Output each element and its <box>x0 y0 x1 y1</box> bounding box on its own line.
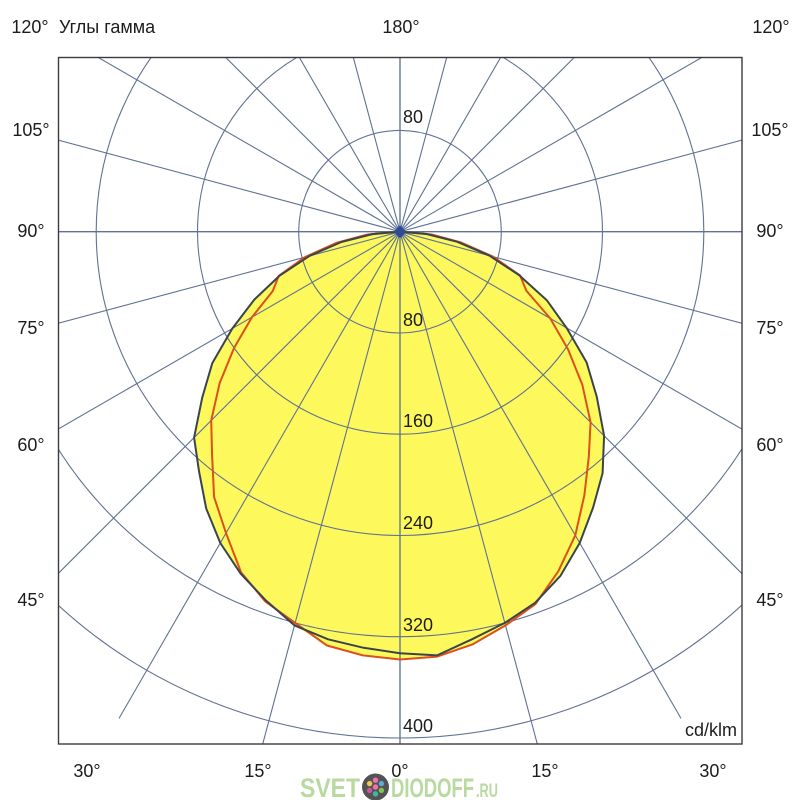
radial-line-330 <box>118 231 401 719</box>
gamma-angle-label-right: 75° <box>756 318 783 338</box>
corner-angle-label-right: 120° <box>752 17 789 37</box>
gamma-angle-label-left: 75° <box>17 318 44 338</box>
led-dot <box>372 791 379 797</box>
intensity-lobe-fill <box>194 231 605 660</box>
gamma-angle-label-left: 45° <box>17 590 44 610</box>
radial-line-300 <box>58 231 401 430</box>
gamma-angle-label-bottom: 15° <box>244 761 271 781</box>
pole-marker <box>393 225 407 239</box>
radial-line-150 <box>399 57 502 232</box>
led-dot <box>378 787 385 794</box>
led-dot <box>366 787 373 794</box>
radial-line-255 <box>58 139 401 233</box>
plot-border <box>57 56 743 745</box>
axis-labels: 105° 105° 90° 90° 75° 75° 60° 60° 45° 45° 30° 15° 0°… <box>12 107 788 781</box>
radial-line-315 <box>58 231 401 574</box>
gamma-angle-label-right: 60° <box>756 435 783 455</box>
led-dot <box>366 780 373 787</box>
watermark-text-3: .RU <box>476 781 498 800</box>
curve-c0-c180 <box>193 230 606 657</box>
ring-value-label: 80 <box>403 310 423 330</box>
radial-line-240 <box>97 57 401 233</box>
watermark-text-1: SVET <box>300 773 360 800</box>
radial-line-225 <box>225 57 401 233</box>
led-dot <box>372 784 379 790</box>
gamma-angle-label-right: 105° <box>751 120 788 140</box>
radial-line-45 <box>399 231 742 575</box>
radial-line-135 <box>399 57 575 233</box>
watermark-text-2: DIODOFF <box>391 773 474 800</box>
top-angle-label: 180° <box>382 17 419 37</box>
gamma-angle-label-left: 60° <box>17 435 44 455</box>
ring-value-label: 400 <box>403 716 433 736</box>
radial-line-105 <box>399 139 742 233</box>
gamma-angle-label-left: 90° <box>17 221 44 241</box>
radial-line-60 <box>399 231 742 430</box>
radial-line-195 <box>352 57 401 232</box>
chart-title: Углы гамма <box>59 17 156 37</box>
radial-line-165 <box>399 57 448 232</box>
unit-label: cd/klm <box>685 720 737 740</box>
radial-line-120 <box>399 57 703 233</box>
ring-value-label: 160 <box>403 411 433 431</box>
led-dot <box>372 777 379 783</box>
gamma-angle-label-bottom: 30° <box>73 761 100 781</box>
gamma-angle-label-bottom: 30° <box>699 761 726 781</box>
radial-line-345 <box>262 231 401 744</box>
gamma-angle-label-right: 45° <box>756 590 783 610</box>
lobe-fill <box>194 231 605 660</box>
gamma-angle-label-right: 90° <box>756 221 783 241</box>
radial-line-30 <box>399 231 682 719</box>
ring-value-label: 80 <box>403 107 423 127</box>
intensity-curves <box>193 230 606 661</box>
corner-angle-label-left: 120° <box>11 17 48 37</box>
ring-value-label: 320 <box>403 615 433 635</box>
led-cluster-icon <box>362 773 389 800</box>
watermark: SVET DIODOFF .RU <box>300 773 498 800</box>
gamma-angle-label-left: 105° <box>12 120 49 140</box>
radial-line-15 <box>399 231 538 744</box>
gamma-angle-label-bottom: 15° <box>531 761 558 781</box>
led-dot <box>378 780 385 787</box>
curve-c90-c270 <box>210 230 592 661</box>
radial-line-210 <box>298 57 401 232</box>
ring-value-label: 240 <box>403 513 433 533</box>
gamma-angle-label-bottom: 0° <box>391 761 408 781</box>
